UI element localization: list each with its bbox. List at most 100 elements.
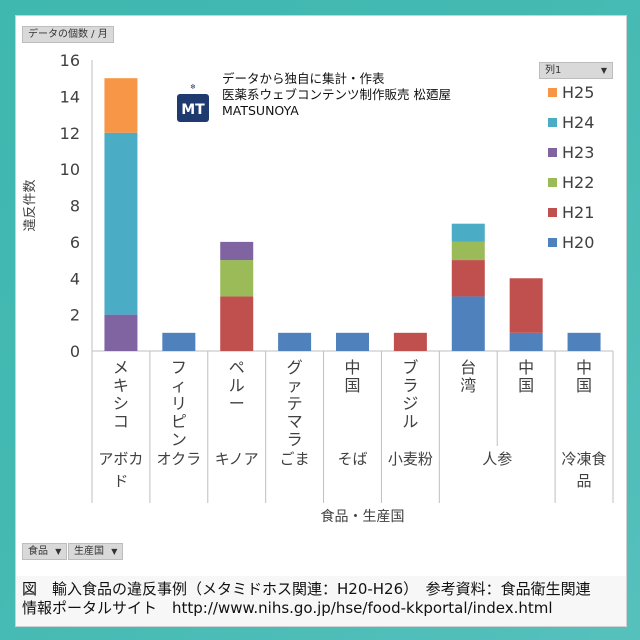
- row-field-country-label: 生産国: [74, 546, 104, 557]
- country-tick-label-char: シ: [113, 394, 129, 413]
- figure-caption: 図 輸入食品の違反事例（メタミドホス関連：H20-H26） 参考資料：食品衛生関…: [16, 576, 626, 626]
- food-group-label: ごま: [280, 450, 310, 468]
- legend-label: H25: [562, 83, 594, 102]
- dropdown-arrow-icon: ▼: [111, 547, 118, 556]
- country-tick-label-char: コ: [113, 412, 129, 431]
- country-tick-label-char: ペ: [229, 358, 245, 377]
- legend-label: H21: [562, 203, 594, 222]
- legend-label: H22: [562, 173, 594, 192]
- country-tick-label-char: 中: [576, 358, 592, 377]
- bar-segment-h20: [567, 332, 601, 351]
- legend-swatch: [548, 178, 557, 187]
- legend-label: H24: [562, 113, 594, 132]
- food-group-label: オクラ: [156, 450, 201, 468]
- food-group-label: キノア: [215, 450, 259, 468]
- y-tick-label: 10: [60, 160, 80, 179]
- country-tick-label-char: ィ: [171, 376, 187, 395]
- dropdown-arrow-icon: ▼: [600, 66, 607, 75]
- y-tick-label: 4: [70, 269, 80, 288]
- legend-label: H23: [562, 143, 594, 162]
- country-tick-label-char: グ: [287, 358, 303, 377]
- logo-line-2: 医薬系ウェブコンテンツ制作販売 松廼屋: [222, 87, 451, 102]
- y-tick-label: 2: [70, 306, 80, 325]
- y-tick-label: 12: [60, 124, 80, 143]
- row-field-food-dropdown[interactable]: 食品 ▼: [22, 543, 68, 560]
- value-field-button[interactable]: データの個数 / 月: [22, 26, 114, 43]
- dropdown-arrow-icon: ▼: [55, 547, 62, 556]
- bar-segment-h20: [162, 332, 196, 351]
- country-tick-label-char: ラ: [287, 430, 303, 449]
- y-tick-label: 6: [70, 233, 80, 252]
- country-tick-label-char: ァ: [287, 376, 303, 395]
- country-tick-label-char: ン: [171, 430, 187, 449]
- bar-segment-h22: [451, 241, 485, 261]
- country-tick-label-char: フ: [171, 358, 187, 377]
- country-tick-label-char: 湾: [460, 376, 476, 395]
- stacked-bar-chart: 0246810121416違反件数メキシコフィリピンペルーグァテマラ中国ブラジル…: [23, 51, 614, 525]
- bar-segment-h23: [104, 314, 138, 351]
- y-axis-label: 違反件数: [23, 179, 38, 231]
- bar-segment-h23: [220, 241, 254, 261]
- bar-segment-h21: [451, 260, 485, 297]
- chart-frame: 0 2 4 6 8 10 12 14 16 違反件数メキシコフィリピンペルーグァテマラ中国ブラジル…: [15, 15, 627, 627]
- legend-swatch: [548, 208, 557, 217]
- bar-segment-h20: [336, 332, 369, 351]
- food-group-label: アボカ: [98, 450, 143, 468]
- y-tick-label: 0: [70, 342, 80, 361]
- country-tick-label-char: 国: [518, 376, 534, 395]
- logo-line-3: MATSUNOYA: [222, 103, 299, 118]
- bar-segment-h20: [278, 332, 312, 351]
- x-axis-label: 食品・生産国: [321, 508, 405, 525]
- bar-segment-h20: [509, 332, 543, 351]
- country-tick-label-char: マ: [287, 412, 303, 431]
- country-tick-label-char: ピ: [171, 412, 187, 431]
- country-tick-label-char: ブ: [402, 358, 418, 377]
- legend-swatch: [548, 238, 557, 247]
- bar-segment-h21: [220, 296, 254, 351]
- chart-area: 0 2 4 6 8 10 12 14 16 違反件数メキシコフィリピンペルーグァテマラ中国ブラジル…: [16, 16, 626, 576]
- food-group-label: ド: [113, 472, 128, 490]
- food-group-label: 品: [577, 472, 592, 490]
- legend-swatch: [548, 88, 557, 97]
- bar-segment-h25: [104, 78, 138, 133]
- bar-segment-h22: [220, 260, 254, 297]
- value-field-label: データの個数 / 月: [28, 29, 108, 40]
- bar-segment-h24: [104, 132, 138, 315]
- legend-swatch: [548, 148, 557, 157]
- bar-segment-h24: [451, 223, 485, 242]
- bar-segment-h20: [451, 296, 485, 351]
- caption-line-2: 情報ポータルサイト http://www.nihs.go.jp/hse/food…: [22, 599, 553, 617]
- food-group-label: そば: [337, 450, 367, 468]
- logo-mark-text: MT: [181, 102, 205, 118]
- country-tick-label-char: キ: [113, 376, 129, 395]
- y-tick-label: 8: [70, 197, 80, 216]
- series-field-dropdown[interactable]: 列1 ▼: [539, 62, 613, 79]
- country-tick-label-char: 中: [344, 358, 360, 377]
- country-tick-label-char: 中: [518, 358, 534, 377]
- bar-segment-h21: [393, 332, 427, 351]
- caption-line-1: 図 輸入食品の違反事例（メタミドホス関連：H20-H26） 参考資料：食品衛生関…: [22, 580, 591, 598]
- country-tick-label-char: テ: [287, 394, 303, 413]
- food-group-label: 冷凍食: [562, 450, 607, 468]
- country-tick-label-char: 台: [460, 358, 476, 377]
- country-tick-label-char: ラ: [402, 376, 418, 395]
- country-tick-label-char: メ: [113, 358, 129, 377]
- country-tick-label-char: 国: [344, 376, 360, 395]
- country-tick-label-char: リ: [171, 394, 187, 413]
- bar-segment-h21: [509, 278, 543, 333]
- country-tick-label-char: 国: [576, 376, 592, 395]
- row-field-food-label: 食品: [28, 546, 48, 557]
- country-tick-label-char: ー: [229, 394, 245, 413]
- matsunoya-logo-icon: ❄ MT: [177, 83, 209, 122]
- y-tick-label: 14: [60, 87, 80, 106]
- logo-line-1: データから独自に集計・作表: [222, 71, 385, 86]
- country-tick-label-char: ル: [229, 376, 245, 395]
- legend-swatch: [548, 118, 557, 127]
- legend-label: H20: [562, 233, 594, 252]
- svg-text:❄: ❄: [190, 83, 196, 91]
- row-field-country-dropdown[interactable]: 生産国 ▼: [68, 543, 124, 560]
- series-field-label: 列1: [545, 65, 562, 76]
- country-tick-label-char: ル: [402, 412, 418, 431]
- food-group-label: 小麦粉: [388, 450, 433, 468]
- y-tick-label: 16: [60, 51, 80, 70]
